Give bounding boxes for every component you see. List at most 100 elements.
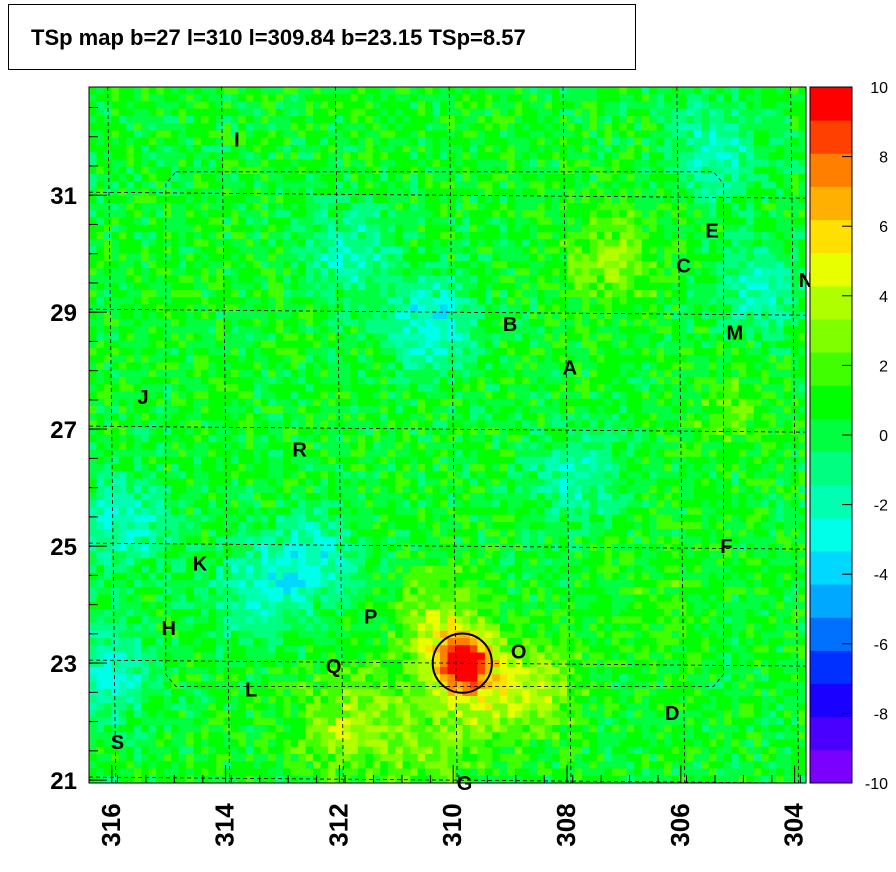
heatmap-cell — [126, 152, 135, 161]
heatmap-cell — [529, 217, 538, 226]
heatmap-cell — [283, 116, 292, 124]
heatmap-cell — [148, 87, 157, 95]
heatmap-cell — [552, 123, 561, 132]
heatmap-cell — [791, 188, 800, 197]
heatmap-cell — [89, 224, 98, 233]
heatmap-cell — [215, 203, 225, 211]
heatmap-cell — [230, 362, 239, 371]
heatmap-cell — [693, 188, 703, 197]
heatmap-cell — [731, 333, 740, 342]
heatmap-cell — [544, 123, 553, 132]
heatmap-cell — [365, 456, 374, 465]
heatmap-cell — [440, 340, 449, 349]
heatmap-cell — [387, 275, 396, 284]
heatmap-cell — [701, 333, 710, 342]
heatmap-cell — [716, 333, 725, 342]
heatmap-cell — [596, 94, 605, 103]
heatmap-cell — [447, 427, 456, 436]
heatmap-cell — [178, 195, 187, 204]
heatmap-cell — [313, 239, 322, 248]
heatmap-cell — [372, 152, 381, 161]
heatmap-cell — [193, 203, 202, 211]
heatmap-cell — [103, 210, 113, 219]
heatmap-cell — [776, 181, 785, 190]
heatmap-cell — [462, 246, 471, 255]
heatmap-cell — [701, 130, 710, 139]
heatmap-cell — [477, 297, 486, 306]
heatmap-cell — [768, 304, 777, 313]
heatmap-cell — [589, 369, 598, 378]
heatmap-cell — [163, 224, 172, 233]
heatmap-cell — [335, 362, 344, 371]
heatmap-cell — [559, 181, 568, 190]
heatmap-cell — [260, 377, 269, 385]
heatmap-cell — [716, 384, 725, 393]
heatmap-cell — [544, 348, 553, 356]
heatmap-cell — [283, 413, 292, 422]
heatmap-cell — [298, 369, 307, 378]
heatmap-cell — [201, 398, 210, 407]
heatmap-cell — [89, 217, 98, 226]
heatmap-cell — [499, 246, 508, 255]
heatmap-cell — [701, 362, 710, 371]
heatmap-cell — [567, 239, 576, 248]
heatmap-cell — [260, 152, 269, 161]
heatmap-cell — [357, 246, 366, 255]
heatmap-cell — [440, 456, 449, 465]
heatmap-cell — [335, 398, 344, 407]
heatmap-cell — [103, 145, 113, 153]
heatmap-cell — [357, 181, 366, 190]
heatmap-cell — [335, 406, 344, 414]
heatmap-cell — [454, 420, 464, 429]
heatmap-cell — [529, 145, 538, 153]
heatmap-cell — [447, 94, 456, 103]
heatmap-cell — [328, 377, 337, 385]
heatmap-cell — [440, 348, 449, 356]
heatmap-cell — [253, 152, 262, 161]
heatmap-cell — [656, 261, 665, 269]
heatmap-cell — [201, 319, 210, 327]
heatmap-cell — [604, 427, 613, 436]
heatmap-cell — [141, 224, 150, 233]
heatmap-cell — [253, 116, 262, 124]
heatmap-cell — [544, 377, 553, 385]
heatmap-cell — [454, 362, 464, 371]
heatmap-cell — [410, 101, 419, 110]
heatmap-cell — [454, 282, 464, 291]
heatmap-cell — [410, 456, 419, 465]
heatmap-cell — [350, 152, 359, 161]
heatmap-cell — [798, 116, 806, 124]
heatmap-cell — [559, 188, 568, 197]
heatmap-cell — [201, 391, 210, 400]
heatmap-cell — [275, 253, 284, 262]
heatmap-cell — [163, 268, 172, 277]
heatmap-cell — [357, 377, 366, 385]
heatmap-cell — [567, 326, 576, 335]
heatmap-cell — [589, 391, 598, 400]
heatmap-cell — [768, 398, 777, 407]
heatmap-cell — [313, 174, 322, 182]
heatmap-cell — [395, 391, 404, 400]
heatmap-cell — [141, 174, 150, 182]
heatmap-cell — [708, 297, 717, 306]
heatmap-cell — [380, 304, 389, 313]
heatmap-cell — [193, 406, 202, 414]
heatmap-cell — [111, 246, 120, 255]
heatmap-cell — [126, 239, 135, 248]
heatmap-cell — [268, 384, 277, 393]
heatmap-cell — [708, 239, 717, 248]
heatmap-cell — [664, 319, 673, 327]
heatmap-cell — [245, 268, 254, 277]
heatmap-cell — [626, 420, 635, 429]
heatmap-cell — [641, 297, 650, 306]
heatmap-cell — [447, 181, 456, 190]
heatmap-cell — [492, 333, 501, 342]
heatmap-cell — [507, 87, 516, 95]
heatmap-cell — [133, 261, 142, 269]
heatmap-cell — [514, 217, 523, 226]
heatmap-cell — [193, 174, 202, 182]
heatmap-cell — [574, 442, 583, 451]
heatmap-cell — [163, 203, 172, 211]
heatmap-cell — [268, 290, 277, 298]
heatmap-cell — [141, 217, 150, 226]
